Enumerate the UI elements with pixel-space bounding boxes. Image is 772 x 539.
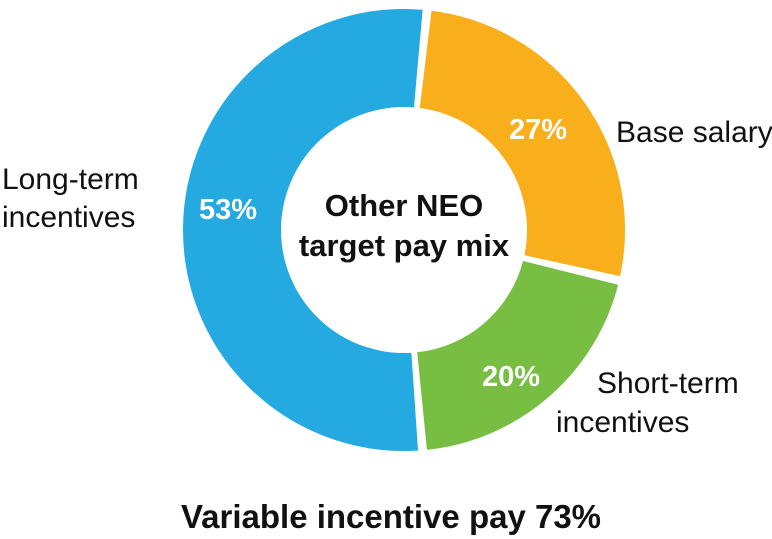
center-title-line-2: target pay mix [299,228,510,263]
slice-value-label-long-term: 53% [199,194,257,226]
category-label-base-salary: Base salary [616,116,772,149]
category-label-long-term-line-2: incentives [2,201,135,234]
category-label-short-term-line-2: incentives [556,406,689,439]
category-label-short-term-line-1: Short-term [597,367,739,400]
center-title-line-1: Other NEO [325,188,483,223]
donut-slice-short-term-incentives [415,258,621,452]
donut-slice-base-salary [417,8,627,279]
slice-value-label-base-salary: 27% [509,114,567,146]
category-label-long-term-line-1: Long-term [2,163,139,196]
donut-slices [181,7,627,453]
slice-value-label-short-term: 20% [482,361,540,393]
footer-variable-pay: Variable incentive pay 73% [181,498,601,535]
donut-slice-long-term-incentives [181,7,425,453]
